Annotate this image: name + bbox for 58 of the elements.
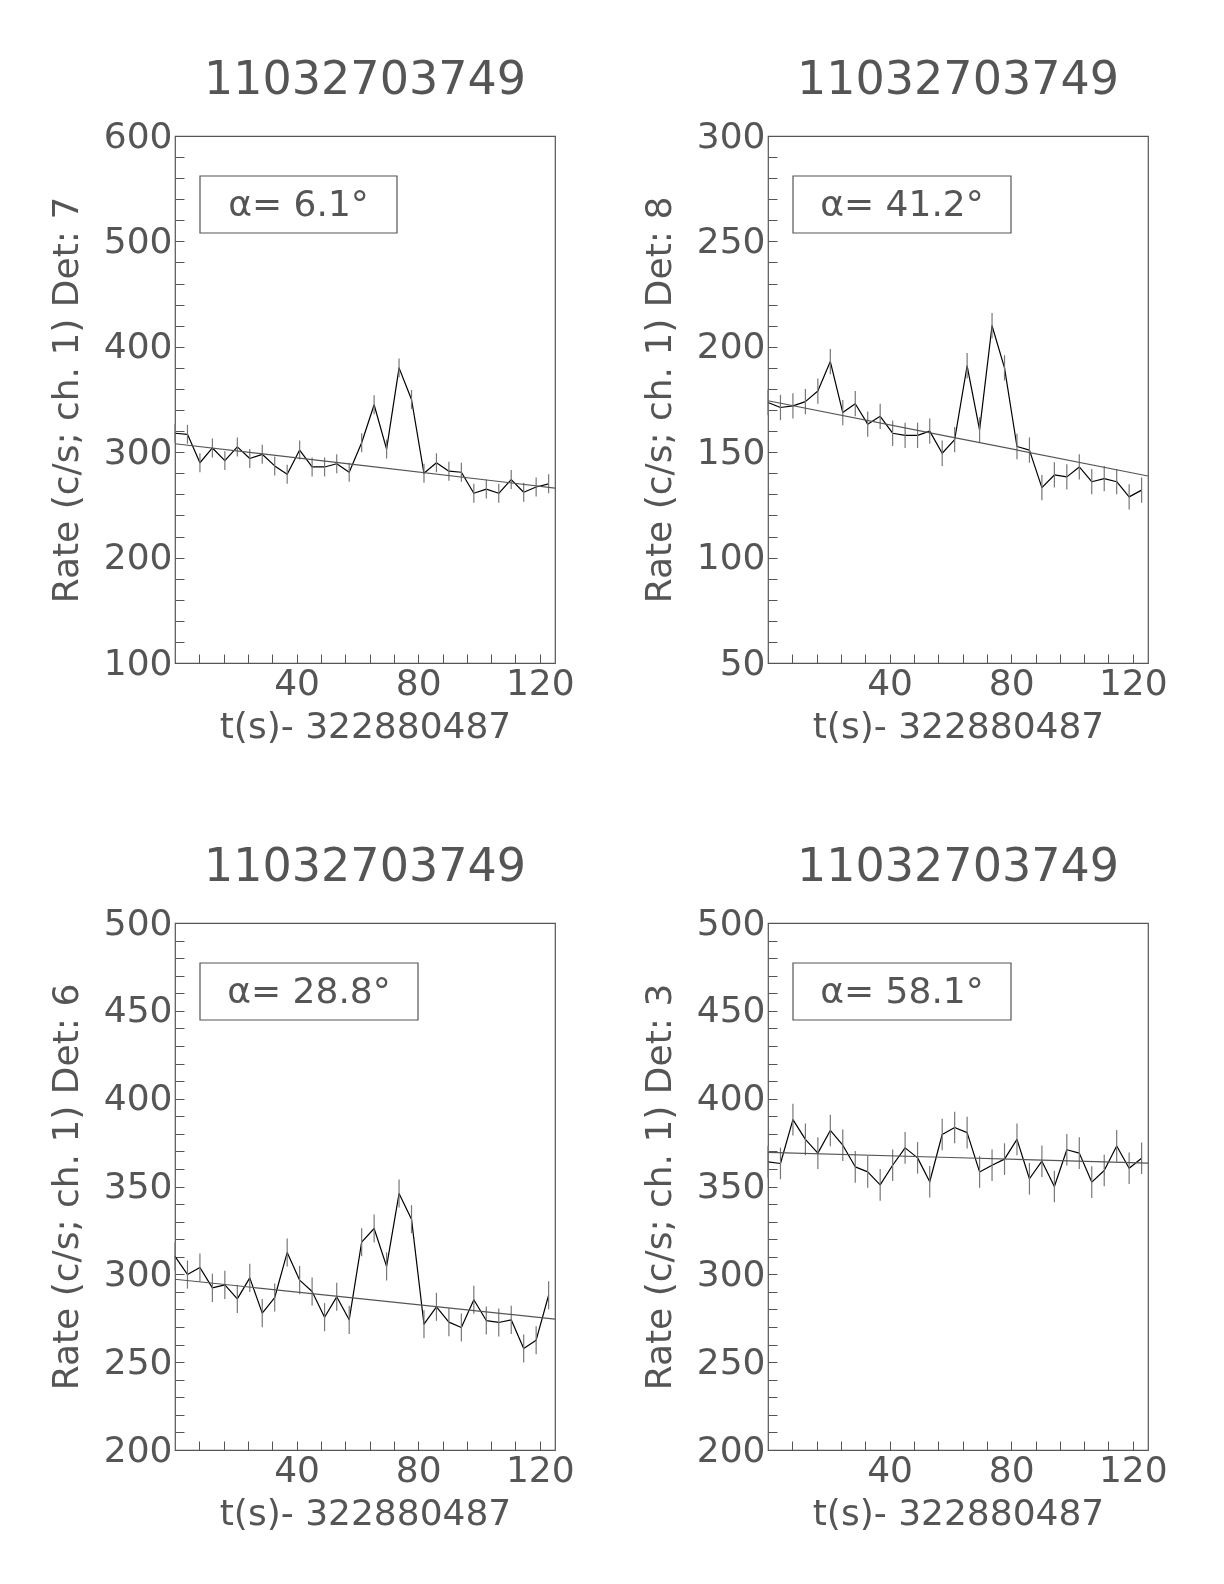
x-axis-title: t(s)- 322880487 bbox=[219, 704, 512, 746]
line-series bbox=[767, 325, 1143, 498]
chart-title: 11032703749 bbox=[204, 838, 526, 892]
y-tick-label: 600 bbox=[103, 114, 173, 156]
y-tick-label: 300 bbox=[103, 430, 173, 472]
y-axis-title: Rate (c/s; ch. 1) Det: 6 bbox=[44, 983, 86, 1391]
y-axis-title: Rate (c/s; ch. 1) Det: 8 bbox=[637, 196, 679, 604]
y-tick-label: 300 bbox=[696, 114, 766, 156]
x-tick-label: 80 bbox=[395, 661, 442, 703]
line-series bbox=[174, 1192, 550, 1350]
y-tick-label: 500 bbox=[103, 901, 173, 943]
line-series bbox=[174, 367, 550, 494]
x-tick-label: 120 bbox=[505, 1448, 575, 1490]
annotation: α= 28.8° bbox=[227, 970, 391, 1011]
y-tick-label: 500 bbox=[696, 901, 766, 943]
y-tick-label: 150 bbox=[696, 430, 766, 472]
x-tick-label: 40 bbox=[867, 1448, 914, 1490]
chart-title: 11032703749 bbox=[797, 838, 1119, 892]
x-tick-label: 120 bbox=[1098, 1448, 1168, 1490]
x-tick-label: 120 bbox=[505, 661, 575, 703]
y-axis-title: Rate (c/s; ch. 1) Det: 7 bbox=[44, 196, 86, 604]
y-tick-label: 100 bbox=[696, 536, 766, 578]
y-tick-label: 500 bbox=[103, 219, 173, 261]
y-tick-label: 200 bbox=[103, 1428, 173, 1470]
y-tick-label: 200 bbox=[696, 1428, 766, 1470]
y-tick-label: 50 bbox=[719, 641, 766, 683]
x-axis-title: t(s)- 322880487 bbox=[219, 1491, 512, 1533]
annotation: α= 6.1° bbox=[228, 183, 369, 224]
y-tick-label: 350 bbox=[696, 1165, 766, 1206]
y-tick-label: 450 bbox=[103, 989, 173, 1031]
y-tick-label: 200 bbox=[103, 536, 173, 578]
chart-title: 11032703749 bbox=[204, 51, 526, 105]
y-tick-label: 200 bbox=[696, 325, 766, 367]
y-tick-label: 100 bbox=[103, 641, 173, 683]
x-tick-label: 40 bbox=[274, 1448, 321, 1490]
y-tick-label: 400 bbox=[103, 325, 173, 367]
annotation: α= 41.2° bbox=[820, 183, 984, 224]
x-tick-label: 40 bbox=[867, 661, 914, 703]
y-tick-label: 450 bbox=[696, 989, 766, 1031]
y-tick-label: 350 bbox=[103, 1165, 173, 1206]
chart-title: 11032703749 bbox=[797, 51, 1119, 105]
x-tick-label: 120 bbox=[1098, 661, 1168, 703]
y-tick-label: 300 bbox=[103, 1252, 173, 1294]
y-tick-label: 250 bbox=[696, 1340, 766, 1382]
y-axis-title: Rate (c/s; ch. 1) Det: 3 bbox=[637, 983, 679, 1391]
y-tick-label: 250 bbox=[103, 1340, 173, 1382]
x-axis-title: t(s)- 322880487 bbox=[812, 1491, 1105, 1533]
y-tick-label: 300 bbox=[696, 1252, 766, 1294]
y-tick-label: 400 bbox=[103, 1077, 173, 1119]
x-axis-title: t(s)- 322880487 bbox=[812, 704, 1105, 746]
y-tick-label: 400 bbox=[696, 1077, 766, 1119]
y-tick-label: 250 bbox=[696, 219, 766, 261]
x-tick-label: 80 bbox=[988, 661, 1035, 703]
x-tick-label: 80 bbox=[988, 1448, 1035, 1490]
annotation: α= 58.1° bbox=[820, 970, 984, 1011]
x-tick-label: 40 bbox=[274, 661, 321, 703]
x-tick-label: 80 bbox=[395, 1448, 442, 1490]
line-series bbox=[767, 1118, 1143, 1188]
